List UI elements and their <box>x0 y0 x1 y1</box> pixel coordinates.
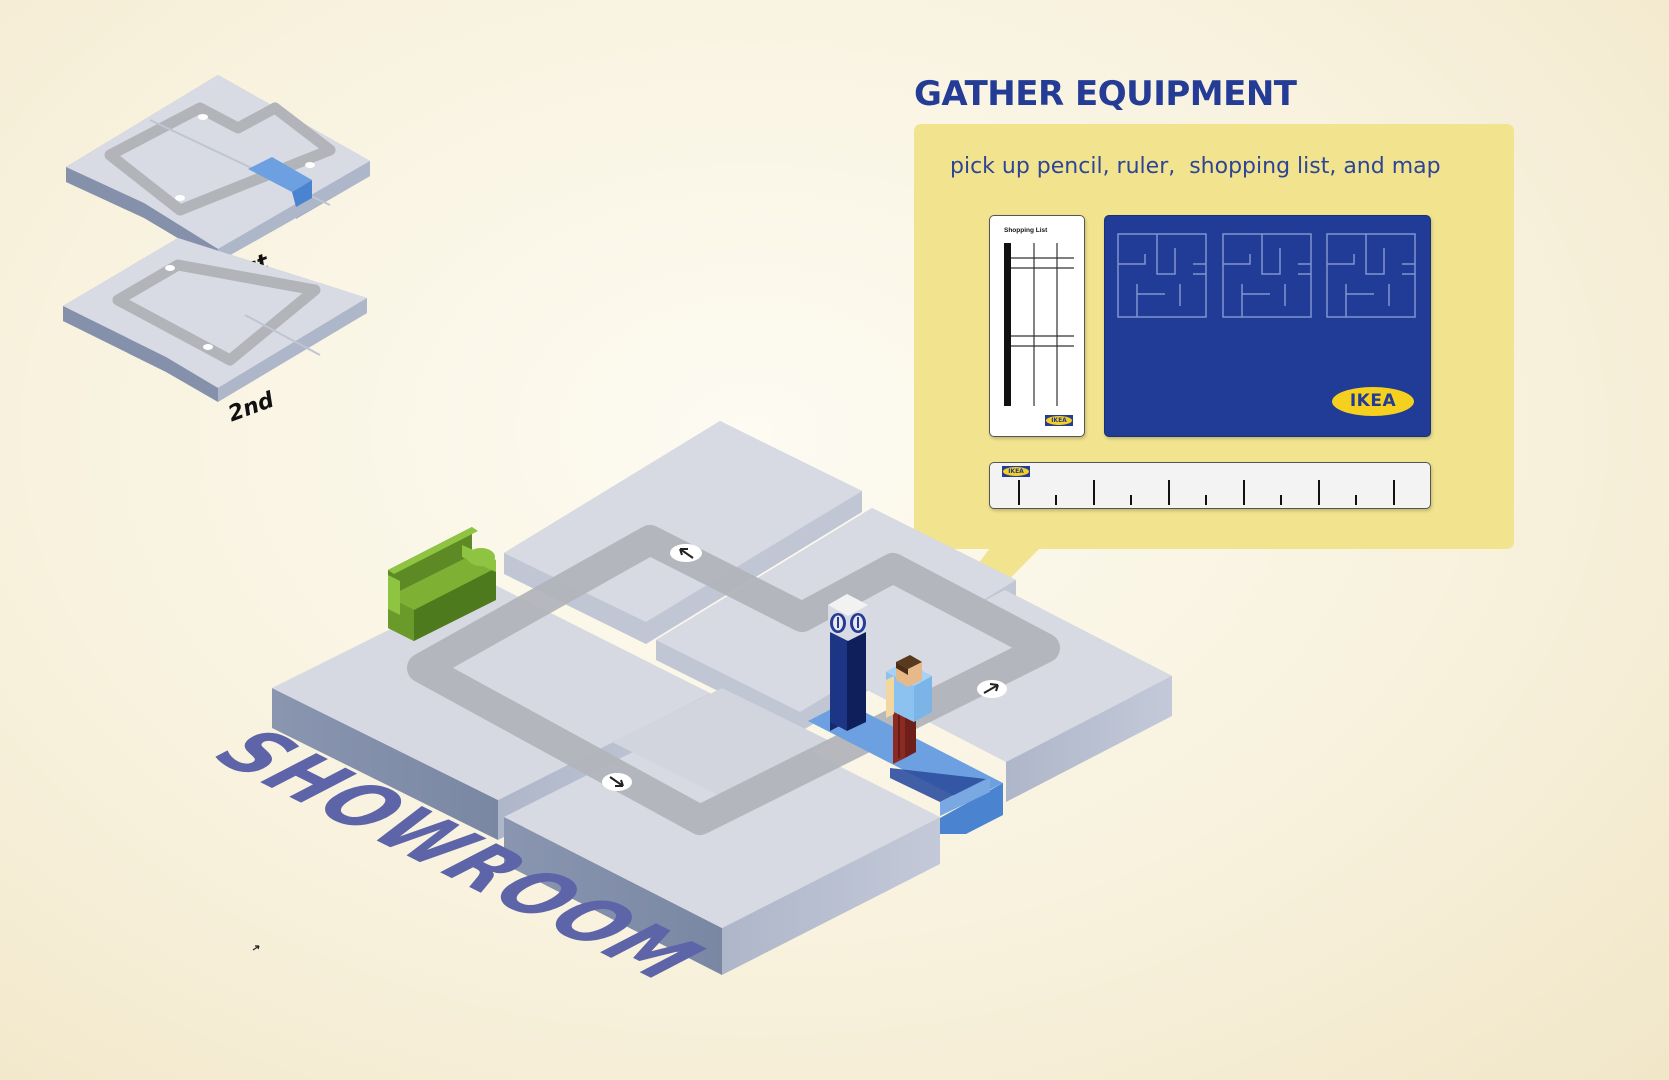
panel-instruction: pick up pencil, ruler, shopping list, an… <box>950 154 1441 179</box>
mini-floor-2nd <box>63 238 367 402</box>
walkway-path <box>407 525 1060 835</box>
shopping-list-title: Shopping List <box>1004 227 1048 234</box>
arrow-down-right-icon <box>602 773 632 791</box>
main-floor: SHOWROOM <box>196 421 1172 995</box>
shopping-list-card[interactable]: Shopping List IKEA <box>989 215 1085 437</box>
mini-floor-1st <box>66 75 370 262</box>
ruler-ticks <box>1018 480 1395 505</box>
ruler-item[interactable]: IKEA <box>989 462 1431 509</box>
shopper-figure <box>886 655 932 764</box>
ikea-mini-logo: IKEA <box>1045 415 1073 426</box>
info-kiosk <box>828 594 868 731</box>
arrow-up-right-icon <box>977 680 1007 698</box>
floor-label-2nd: 2nd <box>225 388 278 428</box>
floor-tile <box>612 688 832 797</box>
store-map-card[interactable]: IKEA <box>1104 215 1431 437</box>
shopping-list-grid <box>1004 243 1074 406</box>
ikea-logo: IKEA <box>1329 384 1417 419</box>
sofa <box>388 527 496 641</box>
ikea-ruler-logo: IKEA <box>1002 466 1030 477</box>
small-arrow-icon <box>252 945 260 951</box>
store-map-floorplans <box>1117 233 1416 318</box>
arrow-up-left-icon <box>670 544 702 562</box>
panel-title: GATHER EQUIPMENT <box>914 74 1297 114</box>
